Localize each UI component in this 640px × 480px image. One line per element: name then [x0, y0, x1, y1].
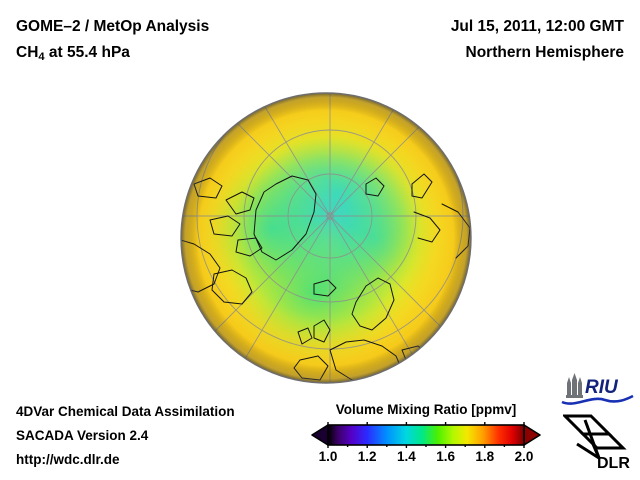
colorbar-legend: Volume Mixing Ratio [ppmv] 1.0 1.2 1.4 1.6 1… [310, 401, 542, 469]
method-label: 4DVar Chemical Data Assimilation [16, 404, 235, 419]
colorbar-tick-label: 1.8 [475, 449, 495, 464]
species-formula: CH [16, 44, 39, 61]
colorbar-tick-labels: 1.0 1.2 1.4 1.6 1.8 2.0 [310, 449, 542, 469]
species-altitude-label: CH4 at 55.4 hPa [16, 40, 209, 70]
globe-outline [180, 92, 472, 384]
globe-map [180, 88, 472, 388]
hemisphere-label: Northern Hemisphere [465, 44, 624, 61]
colorbar-title: Volume Mixing Ratio [ppmv] [335, 402, 517, 417]
colorbar-gradient [311, 422, 541, 448]
riu-wordmark: RIU [585, 377, 619, 398]
footer-left-block: 4DVar Chemical Data Assimilation SACADA … [16, 400, 235, 472]
riu-wave-icon [561, 394, 634, 405]
colorbar-ticks [327, 422, 525, 448]
altitude-text: at 55.4 hPa [44, 44, 130, 61]
colorbar-tick-label: 2.0 [514, 449, 534, 464]
header-right-block: Jul 15, 2011, 12:00 GMT Northern Hemisph… [451, 14, 624, 66]
riu-tower-icon [566, 373, 583, 398]
colorbar-min-arrow [311, 424, 329, 446]
colorbar-max-arrow [523, 424, 541, 446]
species-subscript: 4 [38, 51, 45, 64]
globe-rim-shading [181, 93, 471, 383]
dlr-wordmark: DLR [597, 455, 630, 472]
north-pole-marker [326, 212, 334, 220]
colorbar-tick-label: 1.2 [357, 449, 377, 464]
analysis-title: GOME–2 / MetOp Analysis [16, 18, 210, 35]
header-left-block: GOME–2 / MetOp Analysis CH4 at 55.4 hPa [16, 14, 209, 70]
website-url[interactable]: http://wdc.dlr.de [16, 452, 120, 467]
dlr-logo: DLR [561, 414, 633, 477]
colorbar-tick-label: 1.4 [397, 449, 416, 464]
colorbar-tick-label: 1.0 [318, 449, 338, 464]
dlr-mark-icon [561, 414, 627, 460]
colorbar-tick-label: 1.6 [436, 449, 455, 464]
version-label: SACADA Version 2.4 [16, 428, 149, 443]
riu-logo: RIU [561, 371, 635, 412]
timestamp-label: Jul 15, 2011, 12:00 GMT [450, 18, 624, 35]
